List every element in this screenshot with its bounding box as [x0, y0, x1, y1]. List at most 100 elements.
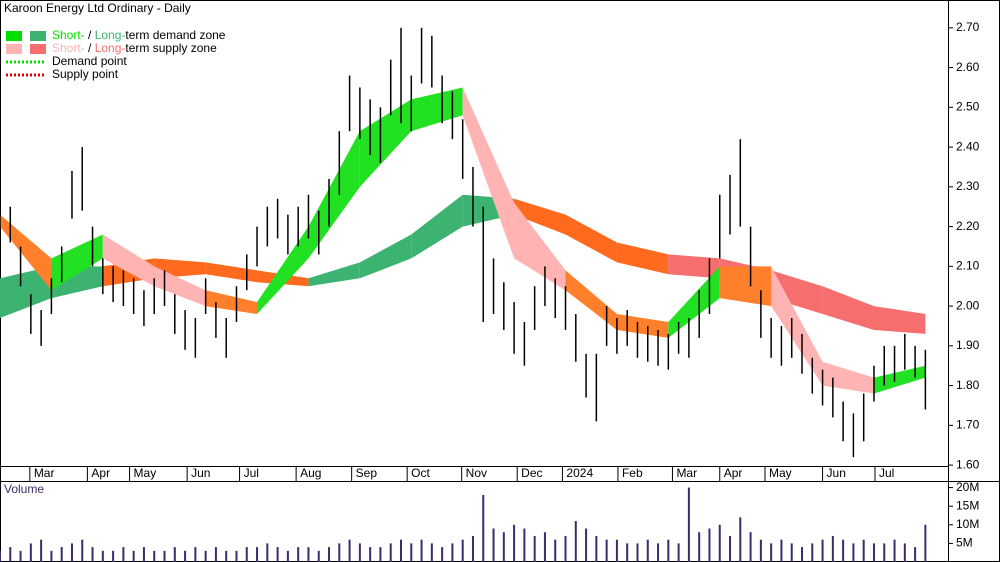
zone-segment	[873, 306, 926, 334]
legend-text: Demand point	[52, 54, 127, 68]
volume-title: Volume	[4, 482, 44, 496]
x-tick-label: Apr	[91, 466, 110, 480]
volume-bar	[153, 550, 156, 562]
volume-bar	[399, 539, 402, 562]
x-tick-label: 2024	[566, 466, 593, 480]
x-tick-label: Jun	[827, 466, 846, 480]
volume-bar	[749, 532, 752, 562]
x-tick-label: Oct	[411, 466, 430, 480]
x-tick-label: Apr	[724, 466, 743, 480]
volume-bar	[142, 547, 145, 562]
x-tick-label: Mar	[34, 466, 55, 480]
volume-bar	[698, 532, 701, 562]
volume-bar	[132, 550, 135, 562]
legend-label: Short- / Long-term supply zone	[52, 41, 217, 55]
volume-bar	[523, 528, 526, 562]
volume-bar	[461, 539, 464, 562]
x-tick-label: Jun	[191, 466, 210, 480]
volume-bar	[883, 543, 886, 562]
x-tick-label: Feb	[622, 466, 643, 480]
zone-segment	[873, 365, 926, 394]
volume-bar	[903, 543, 906, 562]
volume-bar	[605, 539, 608, 562]
zone-segment	[0, 266, 52, 319]
legend-text: Supply point	[52, 67, 119, 81]
x-tick-label: Dec	[521, 466, 542, 480]
zone-segment	[102, 234, 155, 287]
x-tick-label: May	[769, 466, 792, 480]
y-tick-label: 1.70	[956, 418, 980, 432]
volume-bar	[19, 550, 22, 562]
y-tick-label: 2.60	[956, 60, 980, 74]
zone-segment	[411, 87, 463, 132]
volume-bar	[0, 550, 1, 562]
volume-bar	[585, 528, 588, 562]
y-tick-label: 1.60	[956, 457, 980, 471]
zone-segment	[822, 361, 874, 394]
legend-swatch	[30, 31, 46, 41]
volume-bar	[800, 547, 803, 562]
legend-swatch	[6, 31, 22, 41]
y-tick-label: 2.00	[956, 298, 980, 312]
zone-segment	[257, 226, 309, 315]
y-tick-label: 2.20	[956, 219, 980, 233]
legend-text: term demand zone	[125, 28, 225, 42]
volume-bar	[410, 543, 413, 562]
volume-bar	[482, 495, 485, 562]
legend-text: /	[85, 41, 95, 55]
zone-segment	[154, 266, 206, 307]
volume-bar	[677, 543, 680, 562]
volume-bar	[657, 543, 660, 562]
y-tick-label: 2.50	[956, 100, 980, 114]
volume-bar	[626, 543, 629, 562]
volume-bar	[759, 539, 762, 562]
volume-bar	[554, 539, 557, 562]
volume-bar	[831, 535, 834, 562]
zone-segment	[359, 99, 412, 187]
volume-bar	[338, 543, 341, 562]
volume-bar	[513, 524, 516, 562]
y-tick-label: 2.70	[956, 20, 980, 34]
zone-segment	[822, 286, 874, 330]
volume-bar	[348, 539, 351, 562]
zone-segment	[514, 202, 566, 291]
volume-bar	[430, 543, 433, 562]
volume-bar	[821, 539, 824, 562]
zone-segment	[668, 266, 720, 338]
zone-segment	[205, 290, 258, 315]
zone-segment	[205, 262, 258, 283]
volume-bar	[451, 543, 454, 562]
volume-bar	[122, 547, 125, 562]
volume-bar	[852, 543, 855, 562]
volume-bar	[862, 539, 865, 562]
zone-segment	[616, 242, 669, 275]
volume-bar	[214, 547, 217, 562]
zone-segment	[616, 314, 669, 338]
volume-bar	[924, 524, 927, 562]
legend-text: term supply zone	[125, 41, 217, 55]
volume-bar	[358, 543, 361, 562]
volume-bar	[81, 539, 84, 562]
zone-segment	[565, 270, 617, 330]
legend-text: Long-	[95, 28, 126, 42]
y-tick-label: 1.80	[956, 378, 980, 392]
zone-segment	[514, 198, 566, 235]
x-tick-label: Nov	[466, 466, 487, 480]
volume-bar	[543, 532, 546, 562]
y-tick-label: 1.90	[956, 338, 980, 352]
volume-bar	[369, 547, 372, 562]
volume-bar	[574, 521, 577, 562]
legend-swatch	[30, 44, 46, 54]
volume-bar	[245, 547, 248, 562]
zone-segment	[565, 214, 617, 263]
y-tick-label: 2.10	[956, 259, 980, 273]
volume-bar	[667, 539, 670, 562]
volume-bar	[112, 550, 115, 562]
legend-swatch	[6, 44, 22, 54]
volume-bar	[636, 543, 639, 562]
volume-bar	[225, 550, 228, 562]
zone-segment	[771, 266, 823, 386]
zone-segment	[462, 87, 515, 259]
legend-text: /	[85, 28, 95, 42]
